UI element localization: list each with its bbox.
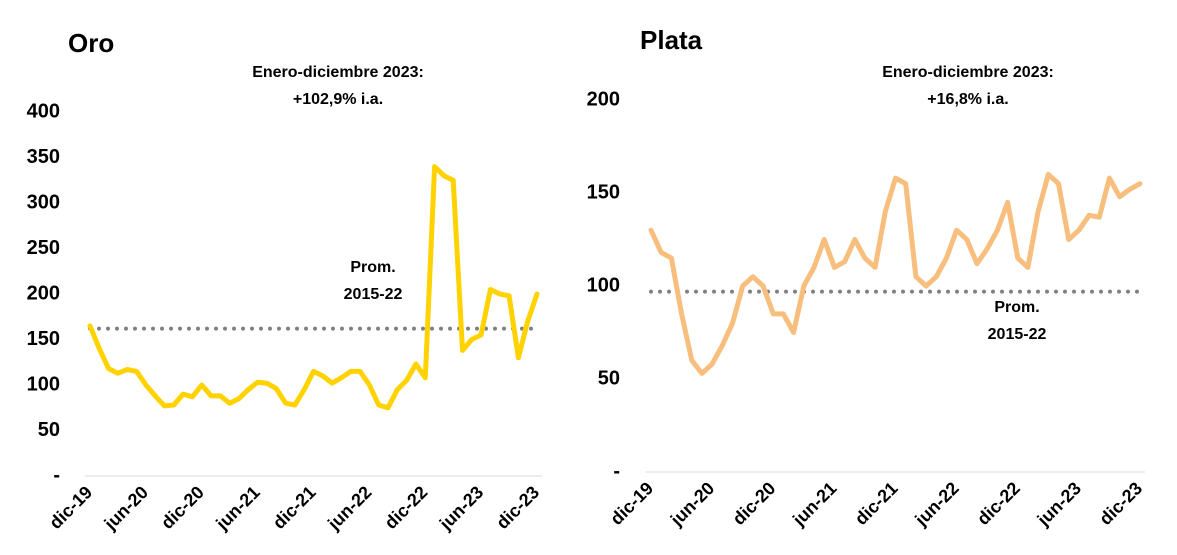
y-tick-label: 300 bbox=[27, 191, 60, 213]
x-tick-label: jun-21 bbox=[788, 478, 840, 530]
y-tick-label: 50 bbox=[598, 367, 620, 389]
x-tick-label: dic-20 bbox=[729, 478, 780, 529]
chart-title: Plata bbox=[640, 25, 703, 55]
y-tick-label: 50 bbox=[38, 419, 60, 441]
x-tick-label: jun-23 bbox=[1033, 478, 1085, 530]
y-tick-label: 150 bbox=[587, 181, 620, 203]
annotation: Enero-diciembre 2023: bbox=[252, 64, 424, 81]
x-tick-label: dic-23 bbox=[492, 482, 543, 533]
chart-title: Oro bbox=[68, 28, 114, 58]
x-tick-label: jun-21 bbox=[211, 482, 263, 534]
data-line bbox=[87, 164, 540, 411]
average-label: Prom. bbox=[994, 299, 1039, 316]
x-tick-label: jun-22 bbox=[323, 482, 375, 534]
x-tick-label: dic-19 bbox=[606, 478, 657, 529]
y-tick-label: 400 bbox=[27, 100, 60, 122]
x-tick-label: dic-20 bbox=[157, 482, 208, 533]
y-tick-label: 200 bbox=[587, 88, 620, 110]
y-tick-label: 100 bbox=[27, 373, 60, 395]
annotation: Enero-diciembre 2023: bbox=[882, 64, 1054, 81]
average-label: 2015-22 bbox=[988, 326, 1047, 343]
x-tick-label: dic-21 bbox=[269, 482, 320, 533]
x-tick-label: jun-22 bbox=[910, 478, 962, 530]
annotation: +16,8% i.a. bbox=[927, 91, 1008, 108]
x-tick-label: dic-22 bbox=[973, 478, 1024, 529]
data-line bbox=[648, 171, 1143, 376]
x-tick-label: jun-20 bbox=[100, 482, 152, 534]
y-tick-label: 100 bbox=[587, 274, 620, 296]
x-tick-label: jun-23 bbox=[435, 482, 487, 534]
x-tick-label: jun-20 bbox=[666, 478, 718, 530]
annotation: +102,9% i.a. bbox=[293, 91, 383, 108]
average-label: 2015-22 bbox=[344, 286, 403, 303]
x-tick-label: dic-19 bbox=[45, 482, 96, 533]
x-tick-label: dic-22 bbox=[381, 482, 432, 533]
y-tick-label: 150 bbox=[27, 328, 60, 350]
x-tick-label: dic-23 bbox=[1095, 478, 1146, 529]
y-tick-label: - bbox=[53, 464, 60, 486]
y-tick-label: - bbox=[613, 460, 620, 482]
y-tick-label: 200 bbox=[27, 282, 60, 304]
y-tick-label: 350 bbox=[27, 146, 60, 168]
y-tick-label: 250 bbox=[27, 237, 60, 259]
x-tick-label: dic-21 bbox=[851, 478, 902, 529]
average-label: Prom. bbox=[350, 259, 395, 276]
